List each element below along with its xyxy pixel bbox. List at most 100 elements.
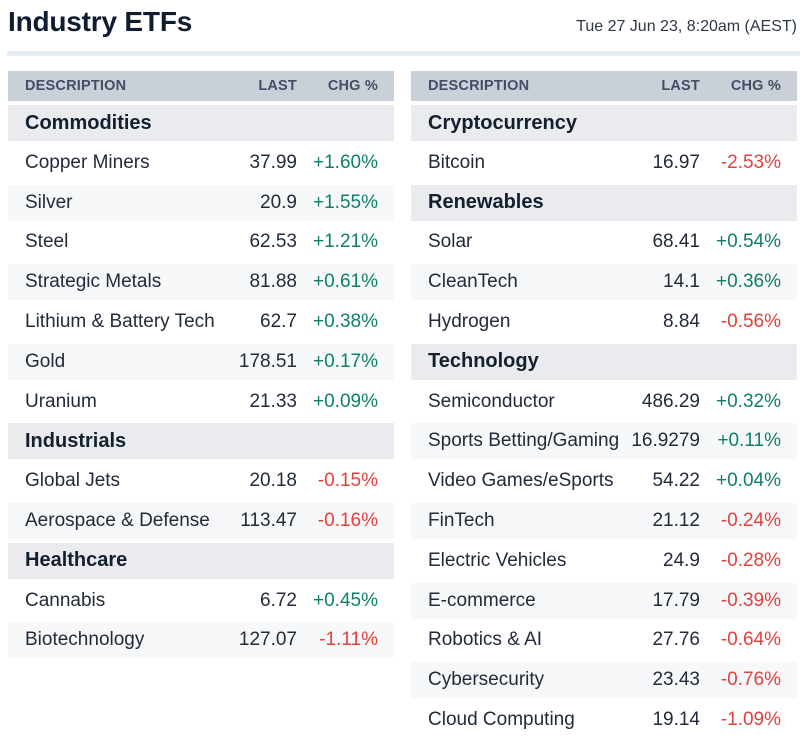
section-title: Cryptocurrency — [428, 111, 577, 134]
etf-row[interactable]: Cybersecurity 23.43 -0.76% — [411, 662, 797, 699]
etf-row[interactable]: Cannabis 6.72 +0.45% — [8, 583, 394, 619]
etf-description: Video Games/eSports — [428, 470, 614, 492]
etf-description: Strategic Metals — [25, 271, 162, 293]
section-title: Commodities — [25, 111, 152, 134]
section-header-row: Renewables — [411, 184, 797, 221]
etf-description: Hydrogen — [428, 310, 511, 332]
etf-change-percent: +1.21% — [313, 231, 378, 253]
etf-row[interactable]: E-commerce 17.79 -0.39% — [411, 582, 797, 619]
column-header-chg: CHG % — [730, 78, 781, 94]
etf-description: Uranium — [25, 390, 97, 412]
header-bar: Industry ETFs Tue 27 Jun 23, 8:20am (AES… — [0, 0, 806, 51]
etf-description: Robotics & AI — [428, 629, 543, 651]
etf-change-percent: +0.11% — [717, 430, 781, 452]
etf-last-price: 113.47 — [240, 509, 297, 531]
etf-description: Semiconductor — [428, 390, 555, 412]
etf-row[interactable]: Bitcoin 16.97 -2.53% — [411, 145, 797, 181]
etf-change-percent: +0.32% — [716, 390, 781, 412]
etf-row[interactable]: Copper Miners 37.99 +1.60% — [8, 145, 394, 181]
etf-change-percent: -0.28% — [720, 549, 781, 571]
section-title: Technology — [428, 350, 539, 373]
etf-last-price: 62.7 — [260, 310, 297, 332]
etf-description: Solar — [428, 231, 473, 253]
etf-row[interactable]: Global Jets 20.18 -0.15% — [8, 463, 394, 499]
column-header-row: DESCRIPTION LAST CHG % — [8, 71, 394, 101]
etf-row[interactable]: Video Games/eSports 54.22 +0.04% — [411, 463, 797, 499]
etf-change-percent: -0.39% — [720, 589, 781, 611]
etf-row[interactable]: Semiconductor 486.29 +0.32% — [411, 384, 797, 420]
etf-description: Global Jets — [25, 470, 121, 492]
etf-last-price: 37.99 — [249, 151, 297, 173]
section-header-row: Commodities — [8, 105, 394, 141]
etf-description: Copper Miners — [25, 151, 150, 173]
section-header-row: Healthcare — [8, 542, 394, 579]
section-header-row: Technology — [411, 343, 797, 380]
page-title: Industry ETFs — [8, 6, 193, 37]
etf-description: Bitcoin — [428, 151, 486, 173]
etf-row[interactable]: FinTech 21.12 -0.24% — [411, 502, 797, 539]
etf-row[interactable]: Robotics & AI 27.76 -0.64% — [411, 622, 797, 658]
etf-row[interactable]: Lithium & Battery Tech 62.7 +0.38% — [8, 304, 394, 340]
etf-description: Electric Vehicles — [428, 549, 567, 571]
etf-last-price: 486.29 — [641, 390, 700, 412]
etf-row[interactable]: Sports Betting/Gaming 16.9279 +0.11% — [411, 423, 797, 460]
column-header-description: DESCRIPTION — [25, 78, 127, 94]
etf-row[interactable]: Aerospace & Defense 113.47 -0.16% — [8, 502, 394, 539]
etf-last-price: 127.07 — [238, 629, 297, 651]
etf-change-percent: +0.54% — [716, 231, 781, 253]
etf-description: Steel — [25, 231, 69, 253]
etf-change-percent: -0.15% — [317, 470, 378, 492]
etf-row[interactable]: Steel 62.53 +1.21% — [8, 224, 394, 260]
etf-row[interactable]: Solar 68.41 +0.54% — [411, 224, 797, 260]
etf-description: Sports Betting/Gaming — [428, 430, 620, 452]
etf-description: Cybersecurity — [428, 669, 545, 691]
etf-row[interactable]: Gold 178.51 +0.17% — [8, 343, 394, 380]
etf-description: CleanTech — [428, 271, 518, 293]
etf-row[interactable]: Biotechnology 127.07 -1.11% — [8, 622, 394, 659]
etf-change-percent: -1.11% — [319, 629, 378, 651]
etf-last-price: 23.43 — [652, 669, 700, 691]
etf-row[interactable]: Electric Vehicles 24.9 -0.28% — [411, 543, 797, 579]
etf-change-percent: -0.76% — [720, 669, 781, 691]
etf-change-percent: +0.04% — [716, 470, 781, 492]
etf-row[interactable]: Strategic Metals 81.88 +0.61% — [8, 264, 394, 301]
etf-change-percent: +1.60% — [313, 151, 378, 173]
etf-last-price: 62.53 — [249, 231, 297, 253]
etf-last-price: 27.76 — [652, 629, 700, 651]
etf-change-percent: -0.64% — [720, 629, 781, 651]
etf-description: Cannabis — [25, 589, 106, 611]
etf-change-percent: +0.61% — [313, 271, 378, 293]
section-header-row: Industrials — [8, 423, 394, 460]
etf-change-percent: +0.17% — [313, 350, 378, 372]
etf-row[interactable]: Silver 20.9 +1.55% — [8, 184, 394, 221]
etf-row[interactable]: CleanTech 14.1 +0.36% — [411, 264, 797, 301]
etf-last-price: 16.9279 — [631, 430, 700, 452]
etf-description: Silver — [25, 191, 73, 213]
etf-change-percent: +0.09% — [313, 390, 378, 412]
column-header-last: LAST — [661, 78, 700, 94]
column-header-row: DESCRIPTION LAST CHG % — [411, 71, 797, 101]
etf-last-price: 20.18 — [249, 470, 297, 492]
etf-last-price: 21.12 — [652, 509, 700, 531]
column-header-last: LAST — [258, 78, 297, 94]
etf-change-percent: +0.45% — [313, 589, 378, 611]
etf-change-percent: -0.56% — [720, 310, 781, 332]
section-title: Healthcare — [25, 549, 128, 572]
etf-description: Aerospace & Defense — [25, 509, 210, 531]
title-divider — [7, 51, 800, 56]
etf-last-price: 21.33 — [249, 390, 297, 412]
etf-last-price: 16.97 — [652, 151, 700, 173]
etf-change-percent: -1.09% — [720, 708, 781, 730]
etf-last-price: 81.88 — [249, 271, 297, 293]
etf-row[interactable]: Hydrogen 8.84 -0.56% — [411, 304, 797, 340]
etf-row[interactable]: Uranium 21.33 +0.09% — [8, 384, 394, 420]
etf-last-price: 8.84 — [663, 310, 700, 332]
etf-description: Biotechnology — [25, 629, 145, 651]
etf-row[interactable]: Cloud Computing 19.14 -1.09% — [411, 702, 797, 738]
tables-container: DESCRIPTION LAST CHG % Commodities Copper Mi… — [0, 71, 806, 742]
etf-last-price: 54.22 — [652, 470, 700, 492]
section-title: Industrials — [25, 429, 127, 452]
etf-last-price: 19.14 — [652, 708, 700, 730]
etf-table-right: DESCRIPTION LAST CHG % Cryptocurrency Bitcoi… — [411, 71, 797, 742]
